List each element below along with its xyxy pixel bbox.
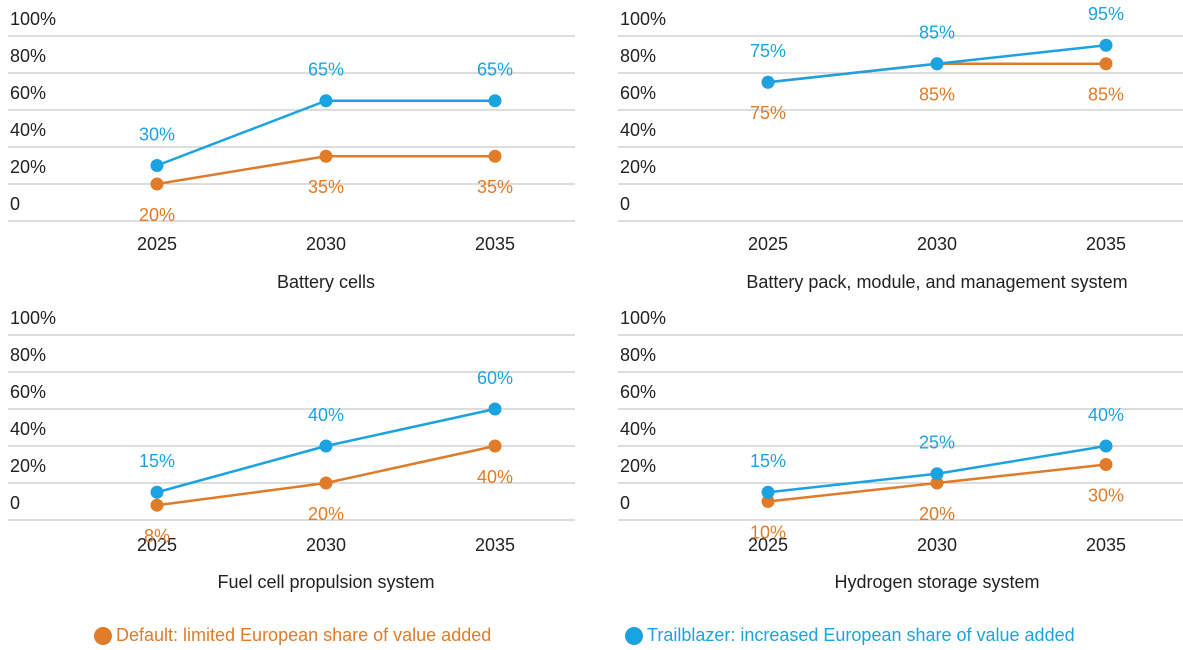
data-point (1099, 439, 1113, 453)
data-label: 65% (477, 60, 513, 80)
data-point (150, 485, 164, 499)
data-label: 95% (1088, 4, 1124, 24)
data-label: 20% (139, 205, 175, 225)
data-point (930, 57, 944, 71)
y-tick-label: 80% (620, 345, 656, 365)
data-point (930, 476, 944, 490)
y-tick-label: 100% (10, 9, 56, 29)
x-tick-label: 2035 (475, 535, 515, 555)
chart-title: Hydrogen storage system (834, 572, 1039, 592)
x-tick-label: 2030 (306, 234, 346, 254)
chart-title: Battery pack, module, and management sys… (746, 272, 1127, 292)
y-tick-label: 0 (620, 194, 630, 214)
legend-marker (625, 627, 643, 645)
y-tick-label: 40% (10, 419, 46, 439)
y-tick-label: 80% (10, 46, 46, 66)
legend-label: Trailblazer: increased European share of… (647, 625, 1075, 645)
y-tick-label: 20% (620, 456, 656, 476)
data-point (319, 439, 333, 453)
y-tick-label: 40% (620, 120, 656, 140)
data-label: 75% (750, 103, 786, 123)
data-point (488, 94, 502, 108)
data-label: 10% (750, 522, 786, 542)
y-tick-label: 80% (10, 345, 46, 365)
x-tick-label: 2025 (748, 234, 788, 254)
data-label: 85% (919, 85, 955, 105)
data-label: 30% (139, 124, 175, 144)
x-tick-label: 2035 (1086, 234, 1126, 254)
y-tick-label: 60% (620, 83, 656, 103)
data-point (930, 467, 944, 481)
data-point (150, 498, 164, 512)
y-tick-label: 40% (10, 120, 46, 140)
y-tick-label: 40% (620, 419, 656, 439)
data-point (761, 485, 775, 499)
data-label: 8% (144, 526, 170, 546)
data-point (761, 75, 775, 89)
data-label: 35% (477, 177, 513, 197)
data-point (319, 94, 333, 108)
y-tick-label: 100% (620, 308, 666, 328)
x-tick-label: 2035 (475, 234, 515, 254)
data-point (1099, 38, 1113, 52)
y-tick-label: 100% (620, 9, 666, 29)
chart-title: Fuel cell propulsion system (217, 572, 434, 592)
data-point (761, 495, 775, 508)
data-label: 25% (919, 433, 955, 453)
legend-marker (94, 627, 112, 645)
data-point (488, 402, 502, 416)
data-point (488, 149, 502, 163)
data-label: 85% (1088, 85, 1124, 105)
legend-label: Default: limited European share of value… (116, 625, 491, 645)
y-tick-label: 100% (10, 308, 56, 328)
data-label: 30% (1088, 485, 1124, 505)
data-label: 85% (919, 23, 955, 43)
data-point (1099, 57, 1113, 71)
x-tick-label: 2030 (917, 234, 957, 254)
y-tick-label: 60% (10, 382, 46, 402)
x-tick-label: 2025 (137, 535, 177, 555)
y-tick-label: 60% (10, 83, 46, 103)
data-label: 20% (308, 504, 344, 524)
y-tick-label: 0 (620, 493, 630, 513)
series-line (156, 444, 496, 507)
data-label: 40% (477, 467, 513, 487)
y-tick-label: 20% (10, 456, 46, 476)
data-label: 40% (1088, 405, 1124, 425)
y-tick-label: 20% (620, 157, 656, 177)
data-point (319, 476, 333, 490)
y-tick-label: 80% (620, 46, 656, 66)
data-point (1099, 458, 1113, 471)
x-tick-label: 2030 (306, 535, 346, 555)
data-label: 15% (139, 451, 175, 471)
x-tick-label: 2030 (917, 535, 957, 555)
y-tick-label: 0 (10, 493, 20, 513)
data-point (150, 177, 164, 191)
data-point (319, 149, 333, 163)
data-label: 35% (308, 177, 344, 197)
x-tick-label: 2035 (1086, 535, 1126, 555)
y-tick-label: 0 (10, 194, 20, 214)
data-label: 20% (919, 504, 955, 524)
data-label: 15% (750, 451, 786, 471)
data-label: 65% (308, 60, 344, 80)
data-label: 60% (477, 368, 513, 388)
data-label: 40% (308, 405, 344, 425)
y-tick-label: 20% (10, 157, 46, 177)
x-tick-label: 2025 (137, 234, 177, 254)
x-tick-label: 2025 (748, 535, 788, 555)
data-point (150, 159, 164, 172)
chart-title: Battery cells (277, 272, 375, 292)
data-point (488, 439, 502, 453)
y-tick-label: 60% (620, 382, 656, 402)
data-label: 75% (750, 41, 786, 61)
